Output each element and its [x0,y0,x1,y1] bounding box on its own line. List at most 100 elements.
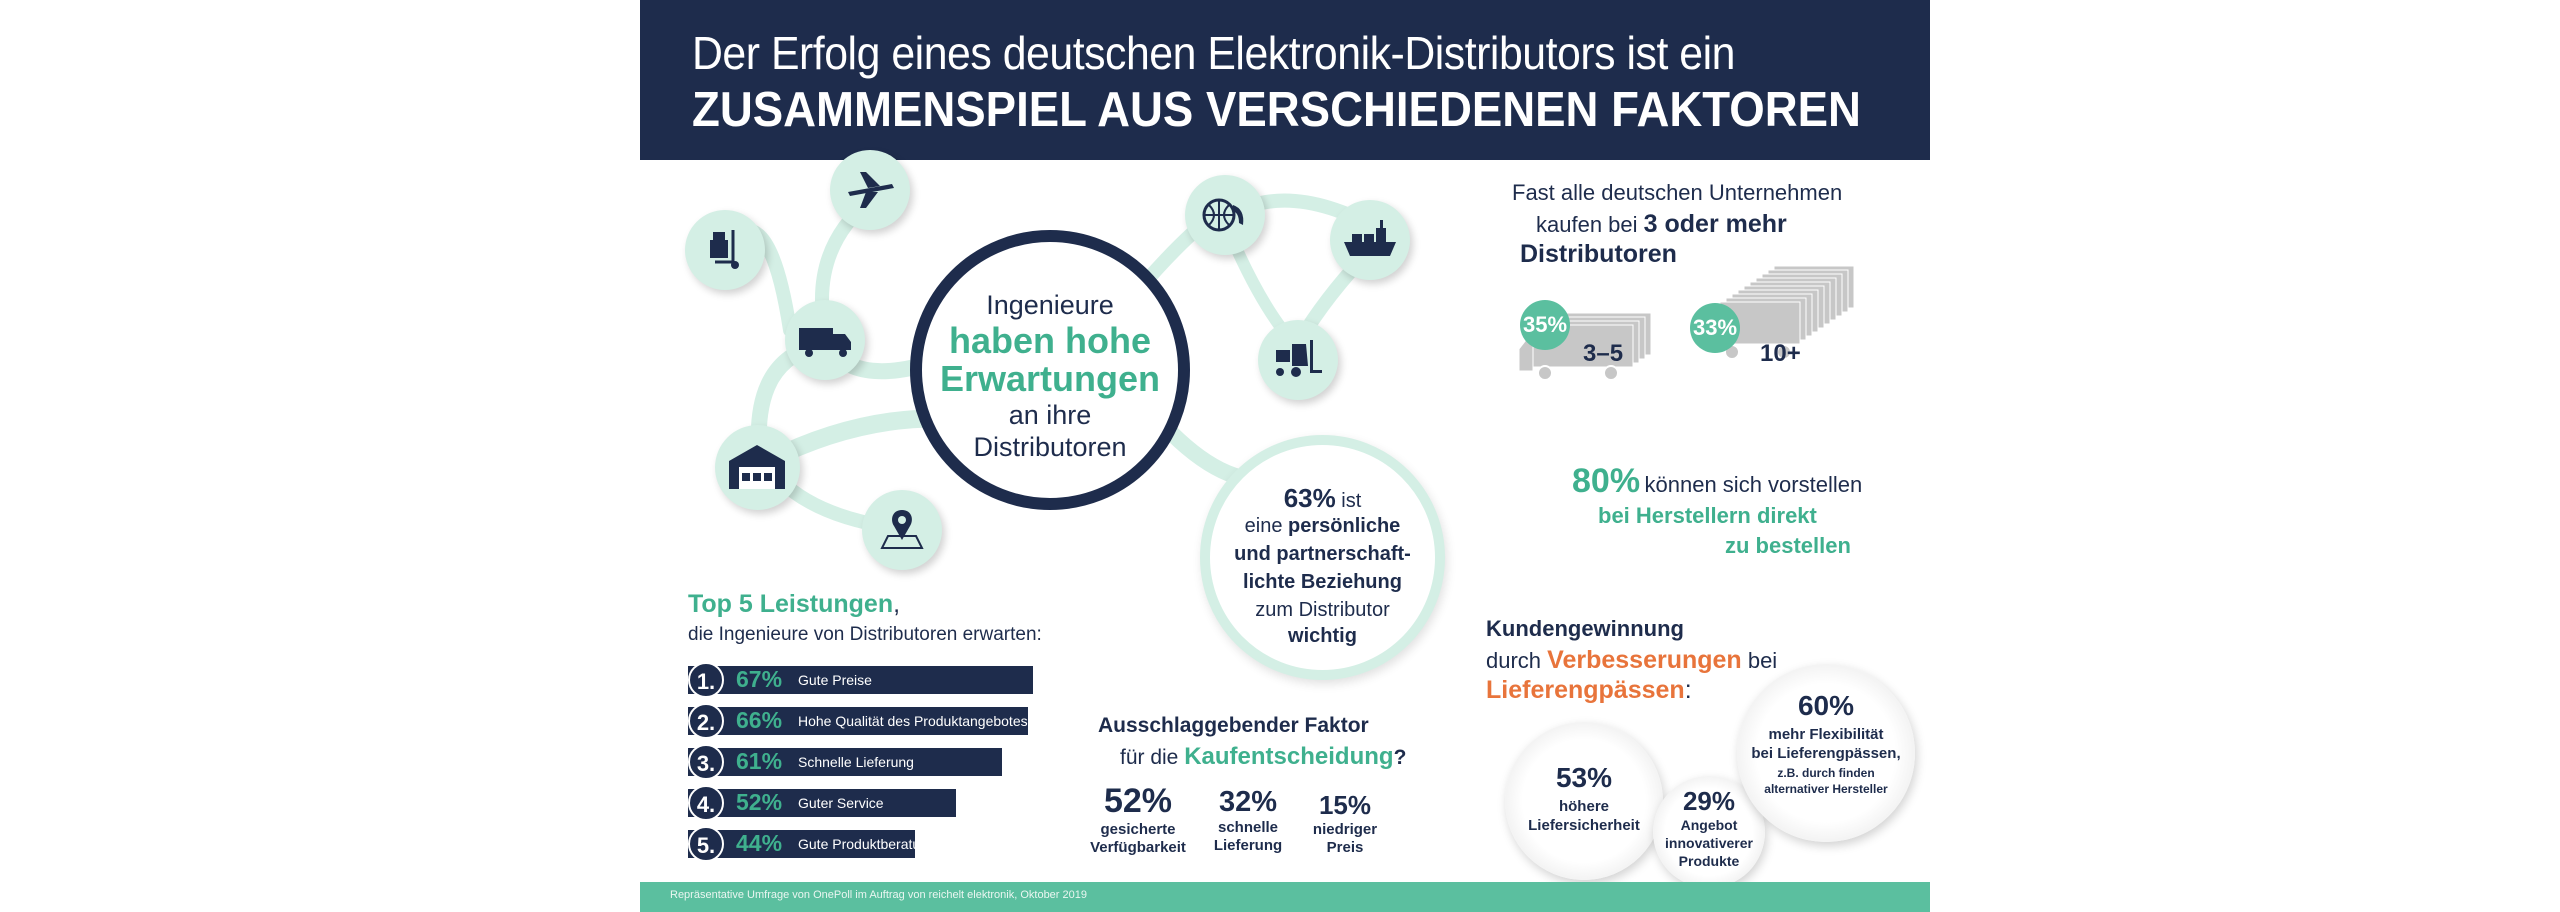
top5-bar-1 [688,666,1033,694]
distributors-line2a: kaufen bei [1536,212,1638,237]
top5-label-5: Gute Produktberatung [798,836,936,852]
delivery-truck-node [785,300,865,380]
engineers-expectations-circle: Ingenieure haben hohe Erwartungen an ihr… [910,230,1190,510]
center-line2: haben hohe [948,320,1151,361]
factor-item-2: 32% schnelle Lieferung [1208,786,1288,855]
bubble-29: 29% Angebot innovativerer Produkte [1653,776,1765,888]
factor-1-l1: gesicherte [1100,821,1176,838]
factor-3-l1: niedriger [1312,821,1378,838]
direct-pct: 80% [1572,462,1641,500]
footer-bar: Repräsentative Umfrage von OnePoll im Au… [640,882,1930,912]
location-pin-node [862,490,942,570]
cargo-ship-icon [1344,220,1396,256]
factor-item-3: 15% niedriger Preis [1310,790,1380,857]
top5-rank-3: 3. [688,744,724,780]
bubble-29-l1: Angebot [1680,817,1738,833]
relationship-l5: zum Distributor [1255,599,1390,621]
factor-1-l2: Verfügbarkeit [1090,839,1186,856]
relationship-l2b: persönliche [1288,515,1401,537]
vans-3-5-label: 3–5 [1583,340,1624,367]
bubble-29-pct: 29% [1682,786,1736,816]
forklift-node [1258,320,1338,400]
acq-l3a: Lieferengpässen [1486,676,1685,704]
top5-pct-1: 67% [736,666,783,692]
top5-bar-3 [688,748,1002,776]
top5-label-2: Hohe Qualität des Produktangebotes [798,713,1028,729]
top5-rank-4: 4. [688,785,724,821]
vans-group-3-5 [1518,312,1652,381]
relationship-l2a: eine [1244,515,1283,537]
delivery-truck-icon [799,328,851,357]
hand-truck-node [685,210,765,290]
acq-l2c: bei [1747,648,1778,673]
top5-label-3: Schnelle Lieferung [798,754,914,770]
top5-title: Top 5 Leistungen [688,590,894,618]
distributors-line2b: 3 oder mehr [1643,210,1787,238]
top5-comma: , [893,590,901,618]
vans-10-plus-label: 10+ [1760,340,1801,367]
factor-2-l1: schnelle [1217,819,1279,836]
bubble-60: 60% mehr Flexibilität bei Lieferengpässe… [1737,664,1915,842]
bubble-29-l3: Produkte [1678,853,1740,869]
globe-phone-icon [1202,198,1244,232]
top5-pct-5: 44% [736,830,783,856]
factor-title2b: Kaufentscheidung [1184,743,1394,770]
factor-2-l2: Lieferung [1213,837,1283,854]
warehouse-icon [729,445,785,489]
top5-rank-1: 1. [688,662,724,698]
globe-phone-node [1185,175,1265,255]
bubble-53-pct: 53% [1555,762,1613,793]
warehouse-node [715,425,800,510]
bubble-53: 53% höhere Liefersicherheit [1505,722,1663,880]
relationship-circle: 63% ist eine persönliche und partnerscha… [1200,435,1445,680]
cargo-ship-node [1330,200,1410,280]
factor-item-1: 52% gesicherte Verfügbarkeit [1088,782,1188,857]
direct-l2: bei Herstellern direkt [1598,503,1817,528]
relationship-pct: 63% [1283,483,1336,513]
top5-rank-2: 2. [688,703,724,739]
distributors-line3: Distributoren [1520,240,1677,268]
header-banner: Der Erfolg eines deutschen Elektronik-Di… [640,0,1930,160]
top5-bar-4 [688,789,956,817]
factor-title1: Ausschlaggebender Faktor [1098,714,1369,737]
headline-line1: Der Erfolg eines deutschen Elektronik-Di… [692,27,1735,79]
relationship-l4: lichte Beziehung [1243,571,1402,593]
acq-l1: Kundengewinnung [1486,616,1684,641]
vans-10-plus-pct: 33% [1690,303,1740,353]
factor-title2a: für die [1120,746,1179,769]
bubble-29-l2: innovativerer [1665,835,1753,851]
top5-label-4: Guter Service [798,795,884,811]
factor-2-pct: 32% [1218,786,1278,818]
vans-3-5-pct: 35% [1520,300,1570,350]
factor-1-pct: 52% [1103,782,1173,820]
relationship-l3: und partnerschaft- [1234,543,1411,565]
direct-l1: können sich vorstellen [1644,472,1863,497]
forklift-icon [1276,340,1322,377]
bubble-60-pct: 60% [1797,690,1855,721]
bubble-60-l3: z.B. durch finden [1777,766,1875,780]
top5-pct-3: 61% [736,748,783,774]
top5-label-1: Gute Preise [798,672,872,688]
footer-source: Repräsentative Umfrage von OnePoll im Au… [670,889,1087,901]
top5-bar-5 [688,830,915,858]
top5-bar-2 [688,707,1028,735]
top5-subtitle: die Ingenieure von Distributoren erwarte… [688,624,1042,645]
factor-3-pct: 15% [1318,790,1372,820]
airplane-icon [848,172,894,208]
relationship-l1: ist [1341,490,1362,512]
center-line3: Erwartungen [939,358,1161,399]
hand-truck-icon [710,230,739,269]
bubble-60-l4: alternativer Hersteller [1764,782,1888,796]
bubble-53-l2: Liefersicherheit [1528,817,1640,834]
infographic: Der Erfolg eines deutschen Elektronik-Di… [640,0,1930,912]
factor-title2c: ? [1393,746,1407,769]
direct-l3: zu bestellen [1725,533,1851,558]
bubble-60-l1: mehr Flexibilität [1768,726,1884,743]
headline-line2: ZUSAMMENSPIEL AUS VERSCHIEDENEN FAKTOREN [692,83,1861,137]
factor-3-l2: Preis [1326,839,1364,856]
top5-pct-4: 52% [736,789,783,815]
distributors-line1: Fast alle deutschen Unternehmen [1512,180,1843,205]
acq-l3b: : [1684,676,1692,704]
bubble-53-l1: höhere [1558,798,1609,815]
center-line1: Ingenieure [986,290,1114,320]
